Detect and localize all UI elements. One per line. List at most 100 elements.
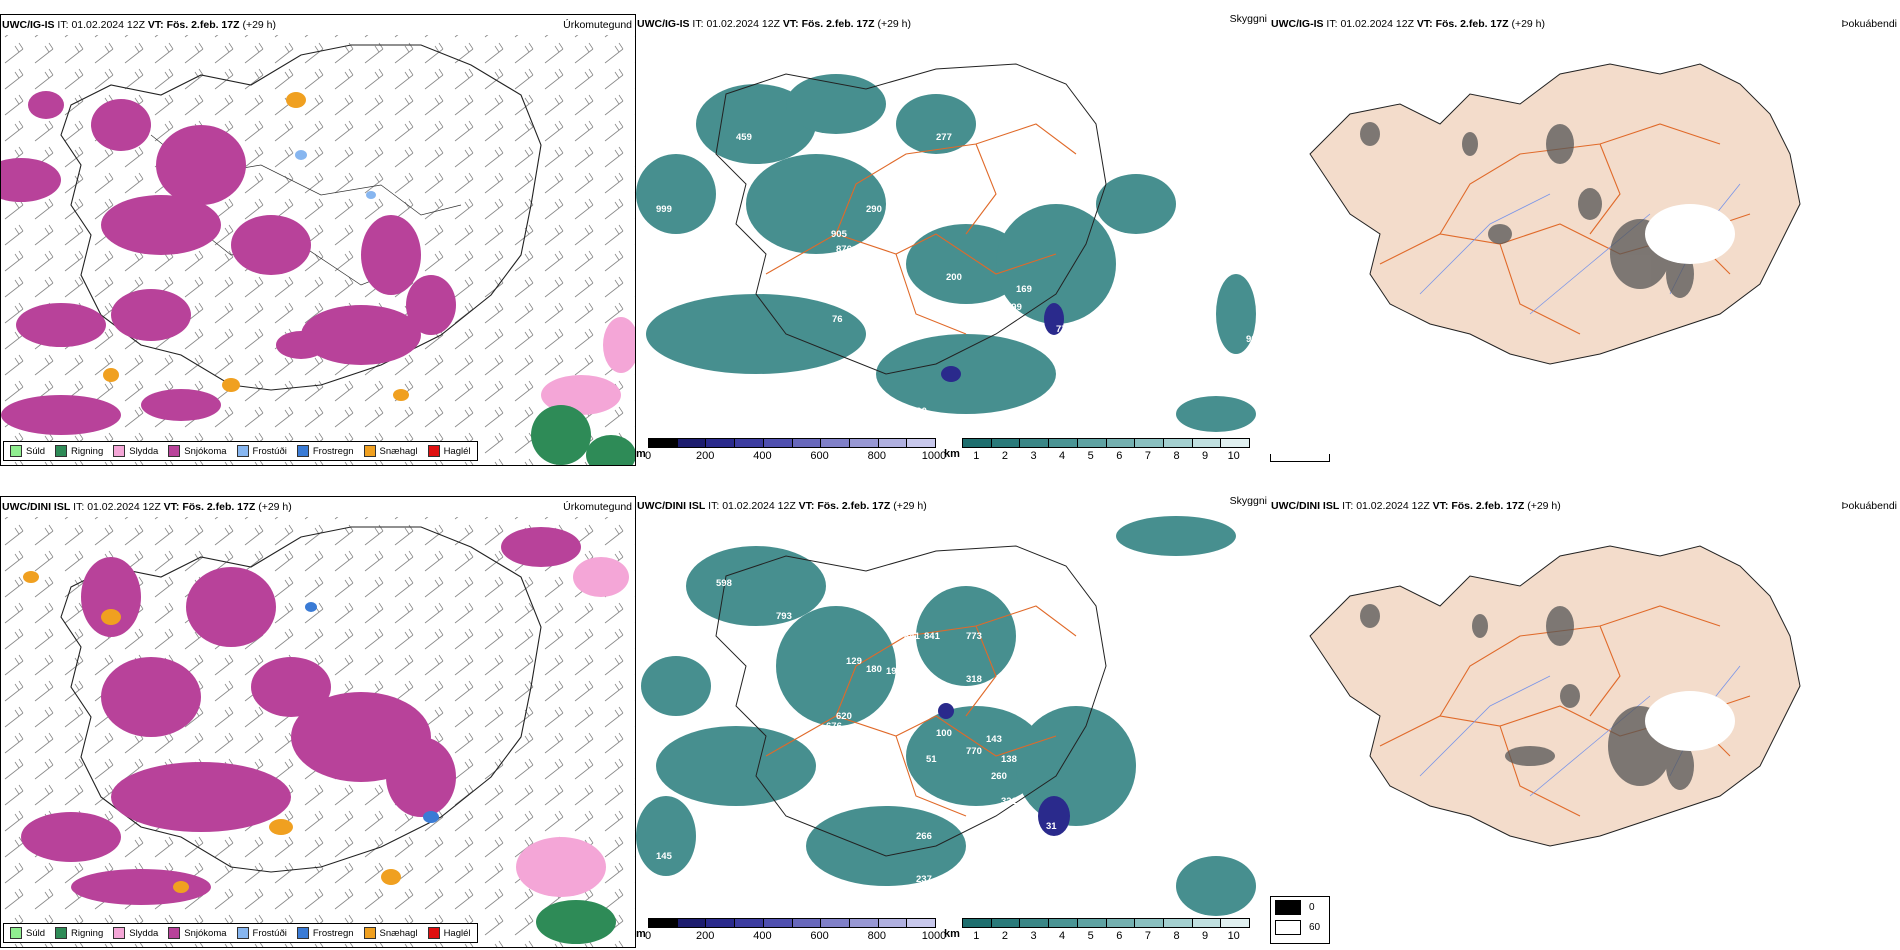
legend-swatch bbox=[363, 927, 376, 939]
colorbar-swatch bbox=[735, 439, 764, 447]
visibility-value-label: 660 bbox=[726, 254, 742, 265]
colorbar-tick: 600 bbox=[810, 930, 829, 942]
visibility-value-label: 290 bbox=[866, 204, 882, 215]
visibility-value-label: 100 bbox=[936, 728, 952, 739]
colorbar-tick: 400 bbox=[753, 450, 772, 462]
colorbar-tick: 10 bbox=[1227, 450, 1240, 462]
lead-time: (+29 h) bbox=[877, 18, 912, 30]
colorbar-tick: 600 bbox=[810, 450, 829, 462]
cloud-legend-row: 0 bbox=[1271, 897, 1329, 917]
legend-label: Haglél bbox=[443, 927, 471, 939]
visibility-value-label: 840 bbox=[1236, 822, 1252, 833]
colorbar-swatch bbox=[821, 439, 850, 447]
legend-swatch bbox=[10, 927, 22, 939]
legend-swatch bbox=[168, 445, 181, 457]
colorbar-swatch bbox=[1163, 439, 1193, 447]
colorbar-tick: 1 bbox=[973, 930, 980, 942]
colorbar-swatch bbox=[763, 919, 793, 927]
legend-label: Snjókoma bbox=[184, 445, 227, 457]
colorbar-swatches bbox=[962, 438, 1250, 448]
panel-title: Skyggni bbox=[1229, 14, 1267, 25]
colorbar-unit: m bbox=[636, 448, 646, 460]
visibility-value-label: 620 bbox=[836, 711, 852, 722]
vt-label: VT: bbox=[147, 19, 164, 31]
colorbar-tick: 5 bbox=[1087, 450, 1094, 462]
it-label: IT: bbox=[692, 18, 704, 30]
colorbar-swatches bbox=[962, 918, 1250, 928]
it-value: 01.02.2024 12Z bbox=[87, 501, 161, 513]
colorbar-tick: 8 bbox=[1173, 930, 1180, 942]
colorbar-tick: 1 bbox=[973, 450, 980, 462]
visibility-value-label: 958 bbox=[721, 631, 737, 642]
visibility-value-label: 18 bbox=[891, 761, 902, 772]
colorbar-swatch bbox=[878, 919, 908, 927]
visibility-value-label: 180 bbox=[866, 664, 882, 675]
visibility-value-label: 318 bbox=[966, 674, 982, 685]
fog-map bbox=[1309, 63, 1801, 365]
model-name: UWC/DINI ISL bbox=[2, 501, 71, 513]
vt-value: Fös. 2.feb. 17Z bbox=[1435, 18, 1509, 30]
panel-header: UWC/DINI ISL IT: 01.02.2024 12Z VT: Fös.… bbox=[1270, 496, 1900, 516]
visibility-value-label: 159 bbox=[816, 292, 832, 303]
panel-title: Þokuábendi bbox=[1841, 500, 1897, 512]
it-label: IT: bbox=[1326, 18, 1338, 30]
legend-swatch bbox=[113, 927, 126, 939]
colorbar-tick: 2 bbox=[1001, 450, 1008, 462]
colorbar-ticks: 1 2 3 4 5 6 7 8 9 10 bbox=[944, 928, 1250, 942]
visibility-value-label: 94 bbox=[1066, 891, 1077, 902]
cloud-legend-row: 60 bbox=[1271, 917, 1329, 937]
visibility-value-label: 200 bbox=[946, 272, 962, 283]
precip-legend-item: Frostregn bbox=[296, 927, 354, 939]
colorbar-swatch bbox=[963, 919, 992, 927]
visibility-value-label: 169 bbox=[1016, 284, 1032, 295]
colorbar-swatch bbox=[1135, 439, 1164, 447]
legend-swatch bbox=[296, 445, 309, 457]
visibility-map bbox=[636, 516, 1256, 916]
panel-title: Úrkomutegund bbox=[563, 19, 632, 31]
visibility-value-label: 266 bbox=[916, 831, 932, 842]
visibility-value-label: 50 bbox=[886, 189, 897, 200]
visibility-value-label: 277 bbox=[936, 132, 952, 143]
colorbar-swatch bbox=[1049, 439, 1078, 447]
legend-swatch bbox=[55, 927, 68, 939]
panel-title: Þokuábendi bbox=[1841, 18, 1897, 30]
cloud-legend-label: 0 bbox=[1309, 901, 1315, 913]
panel-title: Skyggni bbox=[1229, 496, 1267, 507]
panel-header: UWC/IG-IS IT: 01.02.2024 12Z VT: Fös. 2.… bbox=[1270, 14, 1900, 34]
colorbar-visibility-km-top: km 1 2 3 4 5 6 7 8 9 10 bbox=[944, 438, 1250, 464]
vt-value: Fös. 2.feb. 17Z bbox=[166, 19, 240, 31]
colorbar-tick: 9 bbox=[1202, 930, 1209, 942]
colorbar-tick: 8 bbox=[1173, 450, 1180, 462]
colorbar-tick: 7 bbox=[1144, 450, 1151, 462]
legend-swatch bbox=[168, 927, 181, 939]
visibility-value-label: 76 bbox=[832, 314, 843, 325]
colorbar-unit: km bbox=[944, 448, 960, 460]
colorbar-unit: km bbox=[944, 928, 960, 940]
visibility-value-label: 841 bbox=[904, 631, 920, 642]
visibility-value-label: 143 bbox=[986, 734, 1002, 745]
legend-label: Frostregn bbox=[312, 927, 354, 939]
legend-swatch bbox=[113, 445, 126, 457]
legend-label: Súld bbox=[26, 927, 46, 939]
vt-value: Fös. 2.feb. 17Z bbox=[801, 18, 875, 30]
colorbar-tick: 0 bbox=[644, 450, 652, 462]
colorbar-tick: 3 bbox=[1030, 930, 1037, 942]
colorbar-swatch bbox=[706, 919, 736, 927]
colorbar-unit: m bbox=[636, 928, 646, 940]
colorbar-swatch bbox=[1106, 919, 1136, 927]
cloud-legend-bottom: 0 60 bbox=[1270, 896, 1330, 944]
precip-legend-item: Snæhagl bbox=[363, 445, 418, 457]
it-label: IT: bbox=[57, 19, 69, 31]
it-value: 01.02.2024 12Z bbox=[706, 18, 780, 30]
colorbar-swatch bbox=[1020, 919, 1050, 927]
model-name: UWC/DINI ISL bbox=[1271, 500, 1340, 512]
visibility-value-label: 81 bbox=[1006, 330, 1017, 341]
visibility-value-label: 770 bbox=[966, 746, 982, 757]
lead-time: (+29 h) bbox=[242, 19, 277, 31]
precip-legend-item: Haglél bbox=[427, 445, 471, 457]
it-label: IT: bbox=[1342, 500, 1354, 512]
colorbar-swatch bbox=[706, 439, 736, 447]
visibility-map bbox=[636, 63, 1256, 432]
visibility-value-label: 793 bbox=[776, 611, 792, 622]
colorbar-swatch bbox=[1192, 439, 1222, 447]
